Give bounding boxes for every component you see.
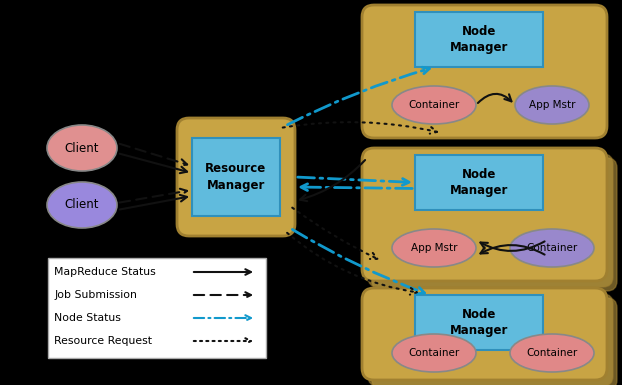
FancyBboxPatch shape [415,12,543,67]
Text: MapReduce Status: MapReduce Status [54,267,156,277]
Ellipse shape [47,125,117,171]
FancyBboxPatch shape [362,5,607,138]
FancyBboxPatch shape [415,155,543,210]
Text: Client: Client [65,142,100,154]
FancyBboxPatch shape [368,154,613,287]
Ellipse shape [510,229,594,267]
Text: App Mstr: App Mstr [411,243,457,253]
Ellipse shape [392,334,476,372]
Ellipse shape [392,86,476,124]
FancyBboxPatch shape [177,118,295,236]
FancyBboxPatch shape [192,138,280,216]
Text: Node
Manager: Node Manager [450,25,508,54]
FancyBboxPatch shape [48,258,266,358]
Text: Node Status: Node Status [54,313,121,323]
FancyBboxPatch shape [362,148,607,281]
Ellipse shape [392,229,476,267]
Text: Container: Container [526,348,578,358]
FancyBboxPatch shape [368,294,613,385]
FancyBboxPatch shape [372,298,617,385]
Text: Client: Client [65,199,100,211]
Ellipse shape [515,86,589,124]
FancyBboxPatch shape [362,288,607,380]
Text: Node
Manager: Node Manager [450,168,508,197]
FancyBboxPatch shape [415,295,543,350]
FancyBboxPatch shape [372,158,617,291]
Ellipse shape [47,182,117,228]
Text: Resource Request: Resource Request [54,336,152,346]
Ellipse shape [510,334,594,372]
Text: Container: Container [409,100,460,110]
Text: Job Submission: Job Submission [54,290,137,300]
Text: App Mstr: App Mstr [529,100,575,110]
Text: Node
Manager: Node Manager [450,308,508,337]
Text: Resource
Manager: Resource Manager [205,162,267,191]
Text: Container: Container [526,243,578,253]
Text: Container: Container [409,348,460,358]
